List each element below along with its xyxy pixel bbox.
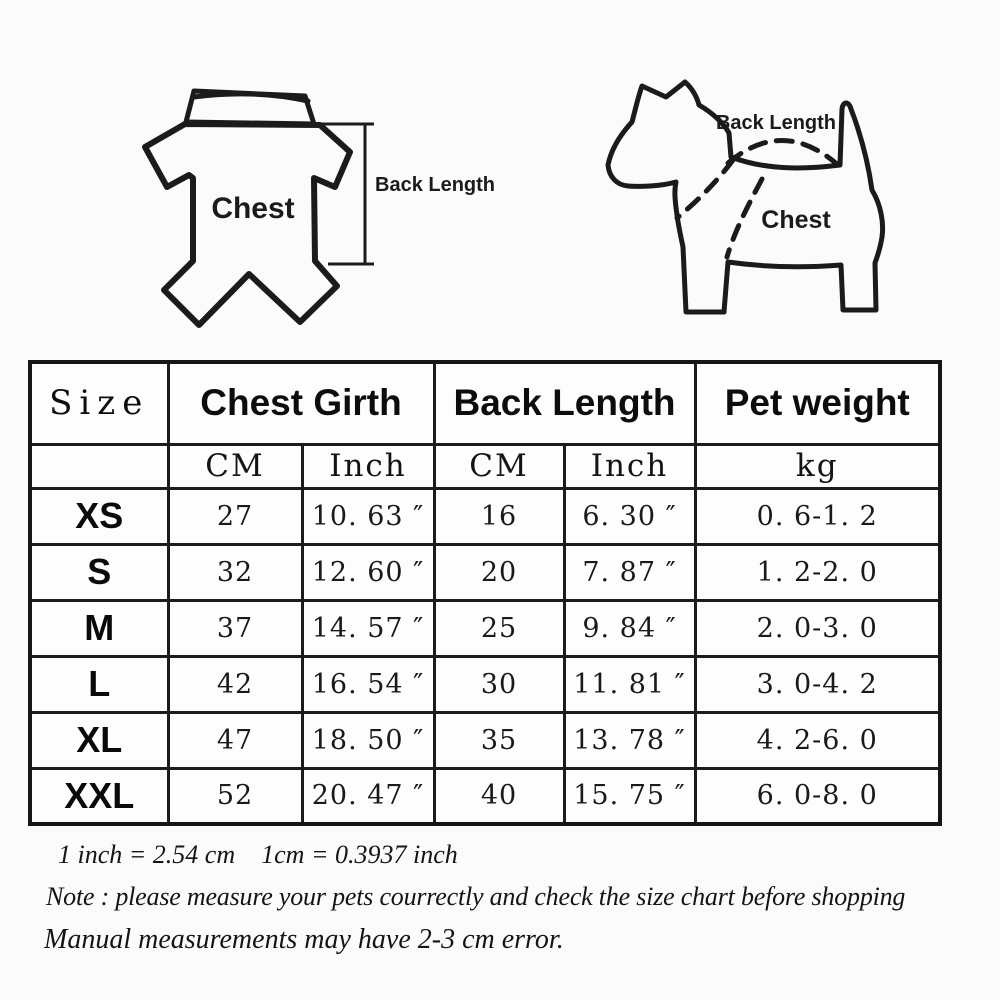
back-cm-value: 35 (432, 710, 566, 770)
dog-collar-dashed-line (674, 157, 736, 221)
chest-cm-value: 27 (166, 486, 304, 546)
chest-cm-value: 32 (166, 542, 304, 602)
chest-cm-value: 52 (166, 766, 304, 826)
table-unit-row: CM Inch CM Inch kg (28, 442, 942, 490)
header-pet-weight: Pet weight (693, 360, 942, 446)
size-value: L (28, 654, 170, 714)
dog-chest-label: Chest (761, 206, 831, 234)
size-value: S (28, 542, 170, 602)
dog-diagram: Back Length Chest (578, 65, 910, 332)
dog-back-length-dashed-arc (725, 138, 841, 168)
dog-back-length-label: Back Length (716, 112, 836, 134)
back-cm-value: 16 (432, 486, 566, 546)
conversion-note: 1 inch = 2.54 cm 1cm = 0.3937 inch (58, 840, 458, 869)
back-cm-value: 40 (432, 766, 566, 826)
back-inch-value: 15. 75 ″ (562, 766, 697, 826)
unit-empty-cell (28, 442, 170, 490)
chest-cm-value: 47 (166, 710, 304, 770)
chest-inch-value: 12. 60 ″ (300, 542, 436, 602)
size-value: XS (28, 486, 170, 546)
unit-back-cm: CM (432, 442, 566, 490)
chest-cm-value: 42 (166, 654, 304, 714)
size-value: XXL (28, 766, 170, 826)
garment-outline-drawing: Chest Back Length (142, 88, 495, 328)
chest-inch-value: 18. 50 ″ (300, 710, 436, 770)
back-inch-value: 9. 84 ″ (562, 598, 697, 658)
weight-kg-value: 4. 2-6. 0 (693, 710, 942, 770)
back-cm-value: 30 (432, 654, 566, 714)
back-inch-value: 11. 81 ″ (562, 654, 697, 714)
chest-inch-value: 10. 63 ″ (300, 486, 436, 546)
tolerance-note: Manual measurements may have 2-3 cm erro… (44, 924, 564, 955)
table-header-row: Size Chest Girth Back Length Pet weight (28, 360, 942, 446)
header-chest-girth: Chest Girth (166, 360, 436, 446)
weight-kg-value: 1. 2-2. 0 (693, 542, 942, 602)
unit-chest-cm: CM (166, 442, 304, 490)
garment-diagram: Chest Back Length (122, 72, 497, 352)
table-row-xs: XS 27 10. 63 ″ 16 6. 30 ″ 0. 6-1. 2 (28, 486, 942, 546)
size-table: Size Chest Girth Back Length Pet weight … (28, 360, 942, 826)
back-cm-value: 20 (432, 542, 566, 602)
size-value: XL (28, 710, 170, 770)
dog-outline-drawing: Back Length Chest (605, 79, 886, 315)
weight-kg-value: 0. 6-1. 2 (693, 486, 942, 546)
unit-weight-kg: kg (693, 442, 942, 490)
dog-outline-shape (605, 79, 886, 315)
chest-inch-value: 20. 47 ″ (300, 766, 436, 826)
header-size: Size (28, 360, 170, 446)
chest-inch-value: 14. 57 ″ (300, 598, 436, 658)
chest-inch-value: 16. 54 ″ (300, 654, 436, 714)
header-back-length: Back Length (432, 360, 697, 446)
table-row-s: S 32 12. 60 ″ 20 7. 87 ″ 1. 2-2. 0 (28, 542, 942, 602)
weight-kg-value: 3. 0-4. 2 (693, 654, 942, 714)
table-row-l: L 42 16. 54 ″ 30 11. 81 ″ 3. 0-4. 2 (28, 654, 942, 714)
weight-kg-value: 6. 0-8. 0 (693, 766, 942, 826)
unit-chest-inch: Inch (300, 442, 436, 490)
garment-back-length-label: Back Length (375, 174, 495, 196)
garment-body-shape (142, 121, 353, 328)
unit-back-inch: Inch (562, 442, 697, 490)
table-row-xl: XL 47 18. 50 ″ 35 13. 78 ″ 4. 2-6. 0 (28, 710, 942, 770)
size-value: M (28, 598, 170, 658)
dog-chest-dashed-line (724, 176, 765, 260)
garment-chest-label: Chest (211, 192, 294, 225)
size-table-container: Size Chest Girth Back Length Pet weight … (28, 360, 942, 826)
back-inch-value: 13. 78 ″ (562, 710, 697, 770)
back-inch-value: 7. 87 ″ (562, 542, 697, 602)
table-row-xxl: XXL 52 20. 47 ″ 40 15. 75 ″ 6. 0-8. 0 (28, 766, 942, 826)
measure-note: Note : please measure your pets courrect… (46, 882, 906, 911)
back-cm-value: 25 (432, 598, 566, 658)
weight-kg-value: 2. 0-3. 0 (693, 598, 942, 658)
table-row-m: M 37 14. 57 ″ 25 9. 84 ″ 2. 0-3. 0 (28, 598, 942, 658)
back-inch-value: 6. 30 ″ (562, 486, 697, 546)
garment-collar-top-line (191, 91, 311, 104)
chest-cm-value: 37 (166, 598, 304, 658)
